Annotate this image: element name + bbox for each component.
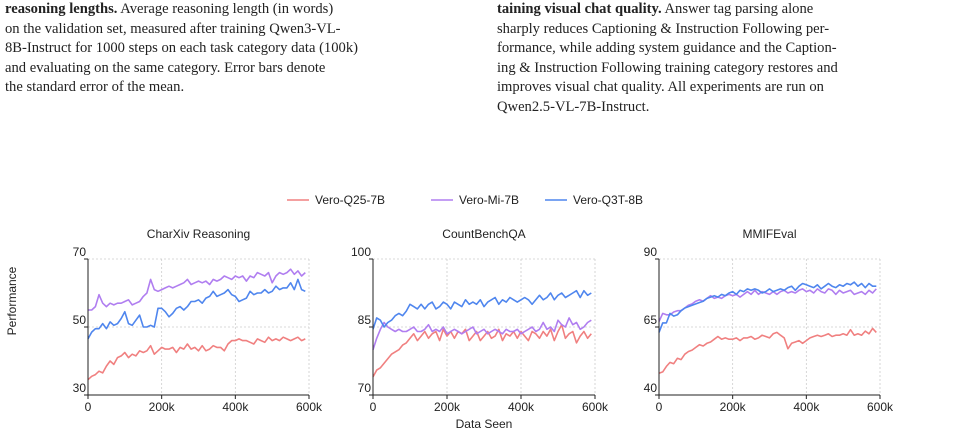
caption-line: taining visual chat quality. Answer tag … <box>497 0 945 20</box>
legend-label: Vero-Mi-7B <box>459 193 519 207</box>
y-axis-label: Performance <box>5 266 19 335</box>
y-tick-label: 70 <box>358 381 372 395</box>
caption-bold-text: reasoning lengths. <box>5 1 118 17</box>
series-line <box>372 323 592 378</box>
x-tick-label: 0 <box>85 400 92 414</box>
caption-text: 8B-Instruct for 1000 steps on each task … <box>5 40 358 57</box>
legend: Vero-Q25-7B Vero-Mi-7B Vero-Q3T-8B <box>287 193 643 207</box>
y-tick-label: 100 <box>351 245 371 259</box>
chart-title: MMIFEval <box>743 227 797 241</box>
caption-text: improves visual chat quality. All experi… <box>497 79 824 96</box>
x-axis-label: Data Seen <box>456 417 513 431</box>
y-tick-label: 50 <box>73 313 87 327</box>
caption-text: Answer tag parsing alone <box>661 1 814 17</box>
chart-title: CharXiv Reasoning <box>147 227 250 241</box>
caption-text: formance, while adding system guidance a… <box>497 40 837 57</box>
y-tick-label: 30 <box>73 381 87 395</box>
x-tick-label: 0 <box>370 400 377 414</box>
x-tick-label: 200k <box>149 400 176 414</box>
caption-line: reasoning lengths. Average reasoning len… <box>5 0 451 20</box>
caption-text: Average reasoning length (in words) <box>117 1 334 17</box>
caption-line: formance, while adding system guidance a… <box>497 39 945 59</box>
y-tick-label: 40 <box>644 381 658 395</box>
caption-text: the standard error of the mean. <box>5 79 185 96</box>
caption-text: and evaluating on the same category. Err… <box>5 59 326 76</box>
series-line <box>658 281 877 333</box>
legend-item: Vero-Mi-7B <box>431 193 519 207</box>
caption-text: Qwen2.5-VL-7B-Instruct. <box>497 98 650 115</box>
legend-label: Vero-Q25-7B <box>315 193 385 207</box>
caption-line: sharply reduces Captioning & Instruction… <box>497 20 945 40</box>
chart-panel: CountBenchQA 0 200k 400k 600k 70 85 100 <box>351 227 609 414</box>
x-tick-label: 200k <box>434 400 461 414</box>
series-line <box>87 278 306 340</box>
caption-line: the standard error of the mean. <box>5 78 451 98</box>
x-tick-label: 200k <box>720 400 747 414</box>
x-tick-label: 600k <box>296 400 323 414</box>
series-line <box>372 289 592 330</box>
caption-line: ing & Instruction Following training cat… <box>497 59 945 79</box>
caption-left: reasoning lengths. Average reasoning len… <box>5 0 451 98</box>
series-line <box>658 327 877 374</box>
y-tick-label: 65 <box>644 313 658 327</box>
chart-panel: MMIFEval 0 200k 400k 600k 40 65 90 <box>644 227 894 414</box>
y-tick-label: 85 <box>358 313 372 327</box>
caption-line: Qwen2.5-VL-7B-Instruct. <box>497 98 945 118</box>
caption-line: 8B-Instruct for 1000 steps on each task … <box>5 39 451 59</box>
caption-text: sharply reduces Captioning & Instruction… <box>497 20 830 37</box>
x-tick-label: 600k <box>867 400 894 414</box>
x-tick-label: 400k <box>508 400 535 414</box>
x-tick-label: 400k <box>222 400 249 414</box>
x-tick-label: 0 <box>656 400 663 414</box>
legend-item: Vero-Q3T-8B <box>545 193 643 207</box>
series-line <box>658 288 877 322</box>
caption-line: improves visual chat quality. All experi… <box>497 78 945 98</box>
x-tick-label: 600k <box>582 400 609 414</box>
chart-title: CountBenchQA <box>442 227 525 241</box>
series-line <box>372 317 592 350</box>
caption-line: and evaluating on the same category. Err… <box>5 59 451 79</box>
legend-item: Vero-Q25-7B <box>287 193 385 207</box>
caption-bold-text: taining visual chat quality. <box>497 1 662 17</box>
series-line <box>87 336 306 381</box>
y-tick-label: 70 <box>73 245 87 259</box>
series-line <box>88 268 306 311</box>
legend-label: Vero-Q3T-8B <box>573 193 643 207</box>
caption-text: on the validation set, measured after tr… <box>5 20 341 37</box>
caption-line: on the validation set, measured after tr… <box>5 20 451 40</box>
caption-text: ing & Instruction Following training cat… <box>497 59 838 76</box>
y-tick-label: 90 <box>644 245 658 259</box>
caption-right: taining visual chat quality. Answer tag … <box>497 0 945 118</box>
chart-panel: CharXiv Reasoning 0 200k 400k 600k 30 50 70 <box>73 227 323 414</box>
x-tick-label: 400k <box>793 400 820 414</box>
